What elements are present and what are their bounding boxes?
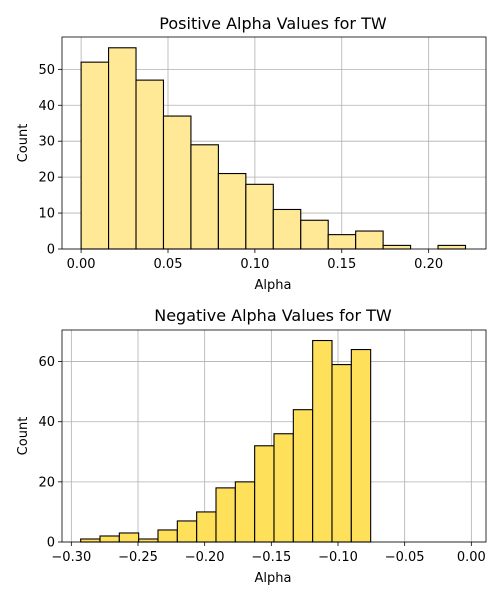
- axes-frame: [61, 36, 487, 250]
- histogram-bar: [254, 445, 275, 543]
- histogram-bar: [382, 244, 412, 250]
- histogram-bar: [157, 529, 178, 543]
- histogram-bar: [162, 115, 192, 250]
- x-tick-label: −0.15: [251, 550, 291, 565]
- histogram-bar: [273, 433, 294, 543]
- x-tick-label: 0.00: [457, 550, 486, 565]
- x-tick-label: 0.05: [154, 257, 183, 272]
- histogram-bar: [437, 244, 467, 250]
- x-tick-label: 0.10: [240, 257, 269, 272]
- histogram-bar: [292, 409, 314, 543]
- y-tick-label: 50: [38, 63, 55, 78]
- histogram-bar: [135, 79, 165, 250]
- axes: −0.30 −0.25 −0.20 −0.15 −0.10 −0.05 0.00 0 20 40 6…: [38, 329, 487, 565]
- histogram-bar: [196, 511, 217, 543]
- histogram-bar: [138, 538, 159, 543]
- x-tick-label: 0.00: [67, 257, 96, 272]
- x-tick-label: −0.10: [318, 550, 358, 565]
- histogram-bar: [190, 144, 219, 250]
- axes-frame: [61, 329, 487, 543]
- histogram-bar: [355, 230, 384, 250]
- histogram-bar: [99, 535, 120, 543]
- histogram-bar: [300, 219, 329, 250]
- y-tick-label: 40: [38, 99, 55, 114]
- x-tick-label: −0.20: [185, 550, 225, 565]
- histogram-bar: [327, 234, 357, 250]
- histogram-bar: [215, 487, 236, 543]
- x-tick-label: 0.15: [327, 257, 356, 272]
- y-tick-label: 40: [38, 415, 55, 430]
- y-tick-label: 10: [38, 207, 55, 222]
- bars: [80, 47, 467, 250]
- histogram-bar: [176, 520, 198, 543]
- bars: [80, 339, 372, 543]
- x-axis-label: Alpha: [255, 278, 292, 293]
- histogram-bar: [80, 538, 101, 543]
- histogram-bar: [234, 481, 256, 543]
- chart-title: Negative Alpha Values for TW: [154, 306, 392, 325]
- y-tick-label: 60: [38, 355, 55, 370]
- histogram-bar: [272, 208, 302, 250]
- histogram-bar: [331, 364, 352, 543]
- histogram-bar: [312, 339, 333, 543]
- histogram-bar: [217, 172, 247, 250]
- histogram-bar: [350, 348, 372, 543]
- y-tick-label: 30: [38, 135, 55, 150]
- y-axis-label: Count: [16, 124, 31, 163]
- negative-alpha-panel: Negative Alpha Values for TW Alpha Count…: [16, 306, 487, 586]
- positive-alpha-panel: Positive Alpha Values for TW Alpha Count…: [16, 14, 487, 293]
- x-tick-label: 0.20: [414, 257, 443, 272]
- y-tick-label: 20: [38, 475, 55, 490]
- x-tick-label: −0.30: [51, 550, 91, 565]
- chart-title: Positive Alpha Values for TW: [159, 14, 387, 33]
- y-tick-label: 20: [38, 171, 55, 186]
- histogram-bar: [108, 47, 137, 250]
- x-tick-label: −0.05: [385, 550, 425, 565]
- y-axis-label: Count: [16, 417, 31, 456]
- histogram-bar: [80, 61, 110, 250]
- x-axis-label: Alpha: [255, 571, 292, 586]
- y-tick-label: 0: [47, 536, 55, 551]
- x-tick-label: −0.25: [118, 550, 158, 565]
- y-tick-label: 0: [47, 243, 55, 258]
- histogram-bar: [245, 183, 274, 250]
- axes: 0.00 0.05 0.10 0.15 0.20 0 10 20 30 40 50: [38, 36, 487, 272]
- histogram-bar: [118, 532, 140, 543]
